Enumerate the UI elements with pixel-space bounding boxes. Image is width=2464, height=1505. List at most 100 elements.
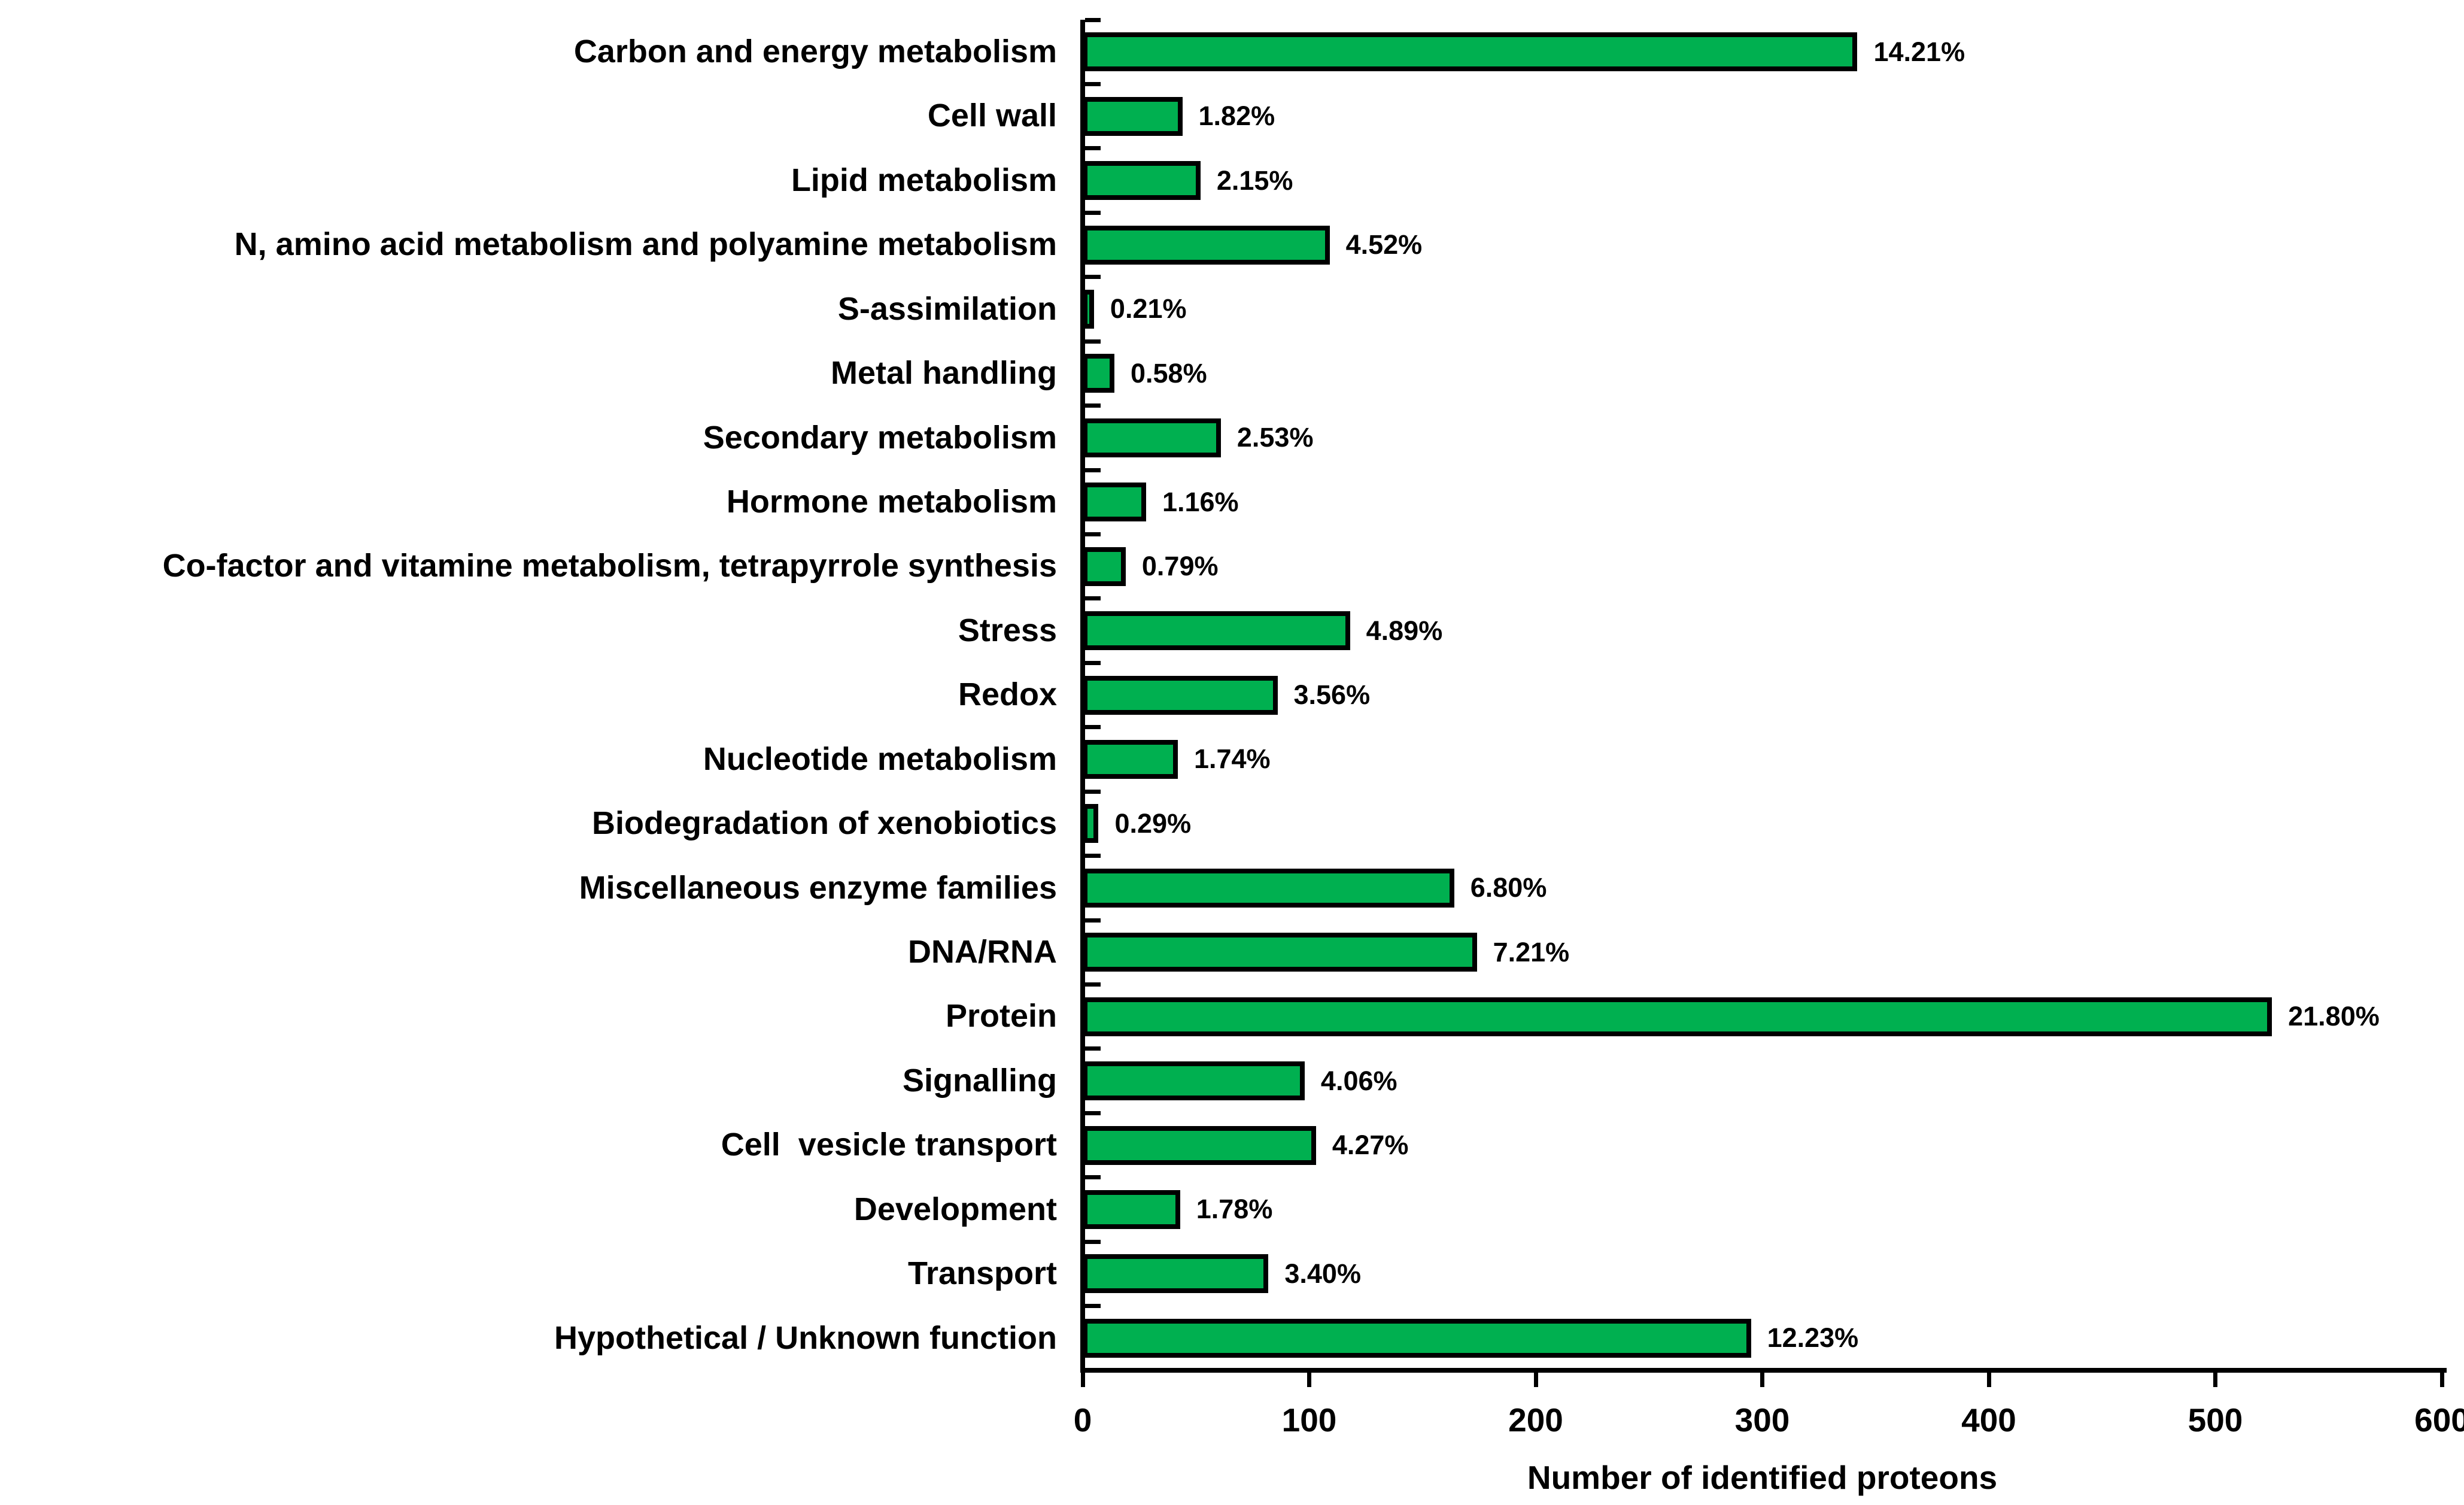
- percent-label: 2.15%: [1216, 165, 1293, 196]
- y-axis-tick: [1085, 789, 1101, 794]
- percent-label: 2.53%: [1236, 422, 1314, 453]
- x-axis-tick-label: 200: [1508, 1401, 1563, 1439]
- x-axis-tick: [1307, 1373, 1311, 1387]
- x-axis-tick: [2439, 1373, 2444, 1387]
- bar: [1083, 1254, 1269, 1294]
- y-axis-tick: [1085, 660, 1101, 665]
- category-label: Lipid metabolism: [791, 162, 1057, 198]
- category-label: Cell wall: [927, 98, 1057, 134]
- y-axis-tick: [1085, 1110, 1101, 1115]
- category-label: Co-factor and vitamine metabolism, tetra…: [162, 548, 1057, 584]
- bar: [1083, 1061, 1305, 1101]
- y-axis-line: [1080, 20, 1085, 1373]
- category-label: Carbon and energy metabolism: [573, 34, 1057, 69]
- percent-label: 1.82%: [1198, 101, 1275, 132]
- percent-label: 4.89%: [1366, 615, 1443, 646]
- category-label: Secondary metabolism: [703, 419, 1057, 456]
- percent-label: 7.21%: [1493, 936, 1570, 967]
- x-axis-tick: [1986, 1373, 1991, 1387]
- category-label: Hormone metabolism: [726, 484, 1057, 520]
- category-label: Signalling: [902, 1062, 1057, 1099]
- x-axis-tick: [1080, 1373, 1085, 1387]
- y-axis-tick: [1085, 1175, 1101, 1180]
- percent-label: 3.40%: [1284, 1258, 1361, 1289]
- x-axis-line: [1080, 1368, 2447, 1373]
- percent-label: 4.52%: [1345, 229, 1423, 260]
- percent-label: 4.27%: [1332, 1130, 1409, 1160]
- category-label: Cell vesicle transport: [721, 1127, 1057, 1163]
- y-axis-tick: [1085, 854, 1101, 858]
- percent-label: 1.78%: [1196, 1194, 1273, 1225]
- bar: [1083, 483, 1146, 522]
- bar: [1083, 225, 1330, 265]
- y-axis-tick: [1085, 146, 1101, 151]
- y-axis-tick: [1085, 403, 1101, 408]
- percent-label: 4.06%: [1320, 1065, 1397, 1096]
- x-axis-tick-label: 400: [1961, 1401, 2016, 1439]
- x-axis-tick-label: 100: [1281, 1401, 1337, 1439]
- y-axis-tick: [1085, 1046, 1101, 1051]
- percent-label: 0.21%: [1110, 293, 1187, 324]
- x-axis-title: Number of identified proteons: [1527, 1459, 1998, 1496]
- x-axis-tick-label: 500: [2187, 1401, 2243, 1439]
- x-axis-tick-label: 600: [2414, 1401, 2464, 1439]
- percent-label: 0.79%: [1141, 551, 1219, 582]
- x-axis-tick-label: 300: [1734, 1401, 1790, 1439]
- y-axis-tick: [1085, 468, 1101, 472]
- category-label: Metal handling: [831, 355, 1057, 392]
- y-axis-tick: [1085, 210, 1101, 215]
- bar: [1083, 96, 1183, 136]
- category-label: Hypothetical / Unknown function: [554, 1319, 1057, 1356]
- y-axis-tick: [1085, 275, 1101, 280]
- percent-label: 3.56%: [1293, 679, 1371, 710]
- percent-label: 0.29%: [1114, 808, 1192, 839]
- category-label: N, amino acid metabolism and polyamine m…: [234, 226, 1057, 263]
- bar: [1083, 1125, 1316, 1165]
- category-label: Protein: [945, 998, 1057, 1034]
- category-label: Development: [853, 1191, 1057, 1227]
- y-axis-tick: [1085, 339, 1101, 344]
- bar: [1083, 997, 2272, 1036]
- percent-label: 0.58%: [1130, 357, 1207, 389]
- x-axis-tick: [2213, 1373, 2217, 1387]
- bar: [1083, 32, 1858, 72]
- bar: [1083, 161, 1201, 201]
- percent-label: 6.80%: [1470, 872, 1547, 903]
- category-label: Transport: [907, 1255, 1057, 1292]
- percent-label: 14.21%: [1873, 36, 1965, 67]
- bar: [1083, 547, 1126, 586]
- percent-label: 1.74%: [1193, 744, 1271, 775]
- y-axis-tick: [1085, 1304, 1101, 1309]
- bar: [1083, 675, 1278, 715]
- category-label: Nucleotide metabolism: [703, 741, 1057, 777]
- bar: [1083, 868, 1454, 908]
- bar: [1083, 933, 1477, 972]
- y-axis-tick: [1085, 982, 1101, 987]
- category-label: S-assimilation: [837, 290, 1057, 327]
- category-label: DNA/RNA: [908, 934, 1057, 970]
- x-axis-tick: [1760, 1373, 1764, 1387]
- bar: [1083, 611, 1350, 651]
- percent-label: 1.16%: [1162, 486, 1239, 517]
- x-axis-tick-label: 0: [1073, 1401, 1092, 1439]
- percent-label: 21.80%: [2288, 1001, 2380, 1032]
- category-label: Miscellaneous enzyme families: [579, 869, 1057, 906]
- category-label: Redox: [958, 676, 1057, 713]
- category-label: Biodegradation of xenobiotics: [591, 805, 1057, 842]
- x-axis-tick: [1533, 1373, 1538, 1387]
- bar: [1083, 804, 1099, 843]
- category-label: Stress: [958, 612, 1057, 648]
- bar: [1083, 1318, 1751, 1358]
- y-axis-tick: [1085, 1239, 1101, 1244]
- bar: [1083, 354, 1114, 393]
- y-axis-tick: [1085, 1368, 1101, 1373]
- y-axis-tick: [1085, 596, 1101, 601]
- y-axis-tick: [1085, 532, 1101, 536]
- bar: [1083, 418, 1221, 457]
- y-axis-tick: [1085, 81, 1101, 86]
- y-axis-tick: [1085, 17, 1101, 22]
- bar: [1083, 1190, 1180, 1229]
- bar: [1083, 739, 1178, 779]
- y-axis-tick: [1085, 918, 1101, 923]
